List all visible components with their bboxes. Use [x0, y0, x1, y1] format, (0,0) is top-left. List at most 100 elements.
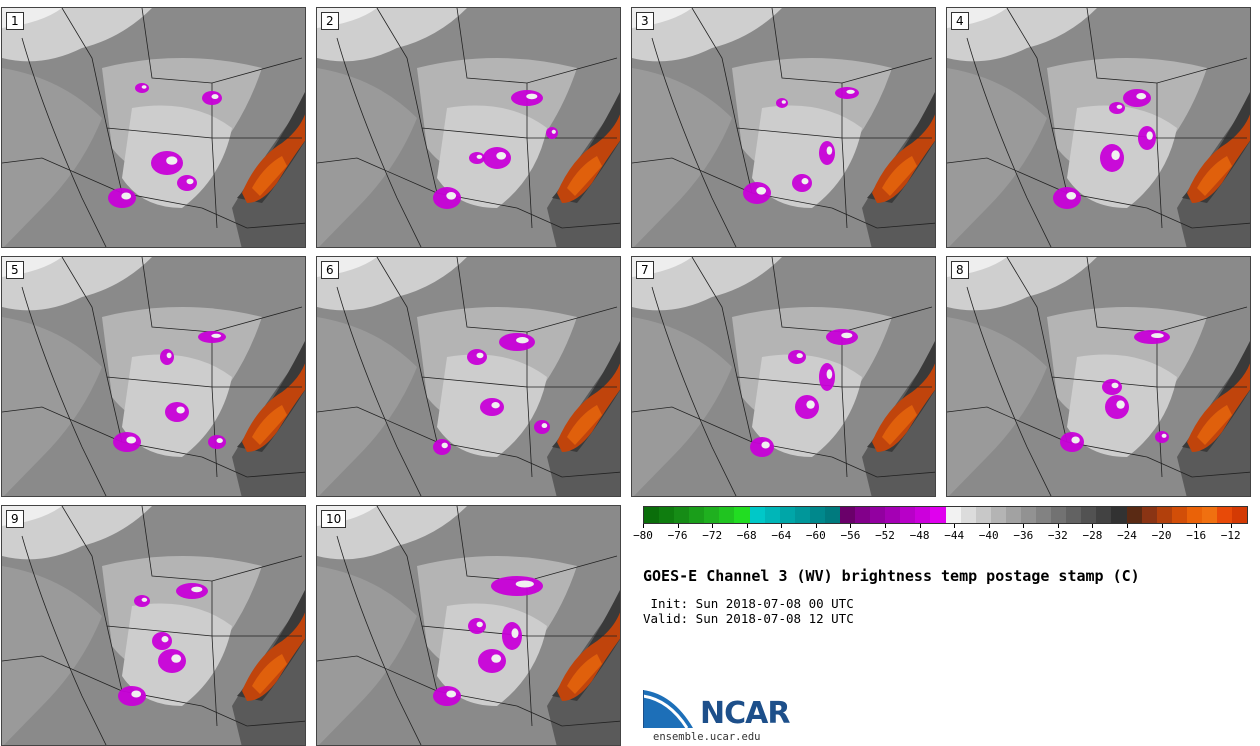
colorbar-swatch	[1171, 507, 1187, 523]
colorbar-swatch	[764, 507, 780, 523]
water-vapor-map	[2, 257, 305, 496]
panel-label: 10	[321, 510, 347, 528]
colorbar-swatch	[975, 507, 991, 523]
panel-label: 7	[636, 261, 654, 279]
water-vapor-map	[632, 257, 935, 496]
colorbar-tick	[988, 524, 990, 528]
colorbar-tick	[643, 524, 644, 528]
colorbar-tick	[746, 524, 748, 528]
colorbar-tick-label: −12	[1220, 529, 1241, 542]
colorbar-swatch	[794, 507, 810, 523]
colorbar-tick-label: −32	[1047, 529, 1068, 542]
colorbar-tick-label: −72	[702, 529, 723, 542]
panel-label: 1	[6, 12, 24, 30]
colorbar-tick-label: −40	[978, 529, 999, 542]
colorbar-swatch	[840, 507, 856, 523]
colorbar-swatch	[1020, 507, 1037, 523]
colorbar-tick	[677, 524, 679, 528]
colorbar-tick-label: −52	[875, 529, 895, 542]
colorbar-swatch	[809, 507, 825, 523]
colorbar-swatch	[915, 507, 931, 523]
water-vapor-map	[317, 8, 620, 247]
colorbar-tick	[1161, 524, 1163, 528]
source-url: ensemble.ucar.edu	[653, 731, 761, 743]
water-vapor-map	[2, 8, 305, 247]
colorbar-swatch	[1232, 507, 1248, 523]
colorbar-swatch	[749, 507, 765, 523]
colorbar-swatch	[704, 507, 720, 523]
colorbar-swatch	[960, 507, 976, 523]
postage-stamp-panel: 3	[631, 7, 936, 248]
valid-time: Valid: Sun 2018-07-08 12 UTC	[643, 611, 854, 626]
colorbar-swatch	[1216, 507, 1233, 523]
colorbar-tick	[885, 524, 886, 528]
colorbar-tick	[1092, 524, 1094, 528]
colorbar-tick-label: −68	[736, 529, 757, 542]
colorbar-tick	[1230, 524, 1232, 528]
colorbar-tick	[781, 524, 783, 528]
colorbar-tick-label: −80	[633, 529, 653, 542]
water-vapor-map	[317, 257, 620, 496]
colorbar-swatch	[734, 507, 750, 523]
colorbar-tick-label: −48	[909, 529, 930, 542]
colorbar-tick-label: −56	[840, 529, 861, 542]
postage-stamp-panel: 5	[1, 256, 306, 497]
panel-label: 8	[951, 261, 969, 279]
postage-stamp-panel: 10	[316, 505, 621, 746]
init-time: Init: Sun 2018-07-08 00 UTC	[643, 596, 854, 611]
colorbar-tick	[954, 524, 956, 528]
water-vapor-map	[947, 257, 1250, 496]
panel-label: 5	[6, 261, 24, 279]
colorbar-tick-label: −20	[1151, 529, 1172, 542]
postage-stamp-panel: 9	[1, 505, 306, 746]
colorbar-tick	[1023, 524, 1025, 528]
colorbar-swatch	[885, 507, 901, 523]
panel-label: 2	[321, 12, 339, 30]
colorbar-swatch	[1036, 507, 1052, 523]
colorbar-swatch	[855, 507, 871, 523]
colorbar-swatch	[1051, 507, 1067, 523]
colorbar-ticks: −80 −76 −72 −68 −64 −60 −56 −52 −48 −44 −40 −36 −32 −…	[633, 524, 1248, 544]
colorbar-tick-label: −76	[667, 529, 688, 542]
panel-label: 9	[6, 510, 24, 528]
colorbar-swatch	[1156, 507, 1172, 523]
colorbar-swatch	[1005, 507, 1021, 523]
ncar-logo-icon	[643, 690, 693, 729]
postage-stamp-panel: 6	[316, 256, 621, 497]
colorbar-tick	[1196, 524, 1198, 528]
postage-stamp-panel: 7	[631, 256, 936, 497]
colorbar-swatch	[644, 507, 660, 523]
colorbar-swatch	[689, 507, 705, 523]
colorbar-tick-label: −44	[944, 529, 965, 542]
postage-stamp-panel: 2	[316, 7, 621, 248]
colorbar-swatch	[659, 507, 675, 523]
colorbar-swatch	[1081, 507, 1097, 523]
colorbar-swatch	[1201, 507, 1217, 523]
colorbar-swatch	[990, 507, 1006, 523]
colorbar-tick-label: −64	[771, 529, 792, 542]
water-vapor-map	[632, 8, 935, 247]
colorbar-tick	[712, 524, 714, 528]
figure-title: GOES-E Channel 3 (WV) brightness temp po…	[643, 567, 1140, 585]
ncar-logo-text: NCAR	[700, 696, 790, 731]
colorbar-swatch	[779, 507, 795, 523]
colorbar-swatch	[1096, 507, 1112, 523]
colorbar-swatch	[1066, 507, 1082, 523]
colorbar-tick	[815, 524, 817, 528]
colorbar-swatch	[674, 507, 690, 523]
colorbar-swatch	[870, 507, 886, 523]
water-vapor-map	[947, 8, 1250, 247]
panel-label: 4	[951, 12, 969, 30]
colorbar-swatch	[1141, 507, 1157, 523]
colorbar-swatch	[930, 507, 946, 523]
colorbar-tick	[919, 524, 921, 528]
colorbar-tick-label: −36	[1013, 529, 1034, 542]
panel-label: 6	[321, 261, 339, 279]
colorbar-swatch	[1111, 507, 1127, 523]
water-vapor-map	[2, 506, 305, 745]
colorbar-tick-label: −60	[805, 529, 826, 542]
colorbar-swatch	[824, 507, 841, 523]
colorbar	[643, 506, 1248, 524]
colorbar-swatch	[945, 507, 961, 523]
postage-stamp-panel: 8	[946, 256, 1251, 497]
